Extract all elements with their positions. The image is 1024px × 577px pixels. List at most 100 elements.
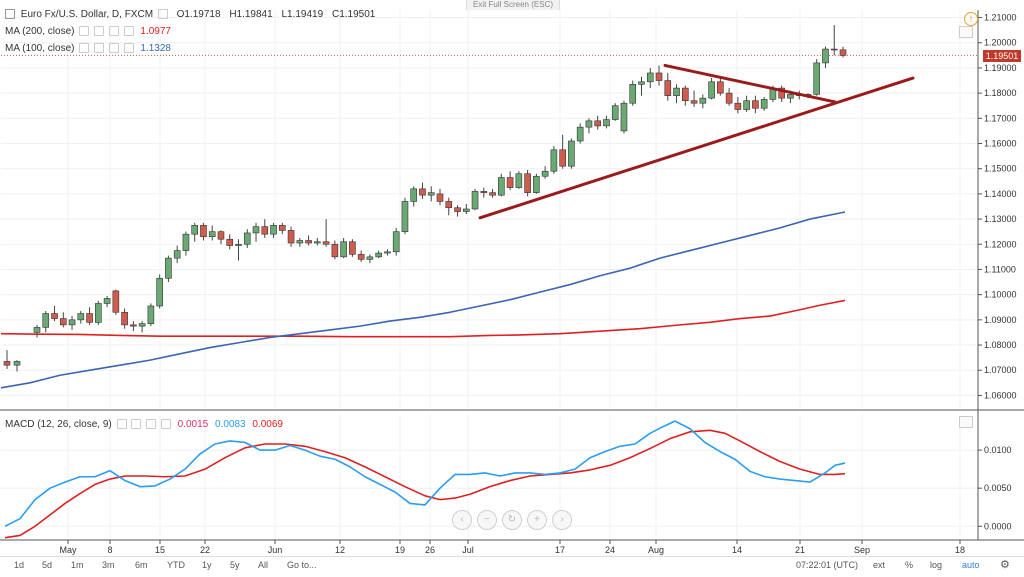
settings-icon[interactable]: [157, 9, 168, 20]
time-tick-label: 18: [955, 545, 965, 555]
alert-icon[interactable]: !: [964, 12, 978, 26]
candle-body: [384, 251, 391, 254]
candle-body: [410, 188, 418, 202]
move-icon[interactable]: [108, 26, 119, 37]
collapse-icon[interactable]: [5, 9, 15, 20]
candle-body: [480, 191, 488, 193]
go-to-button[interactable]: Go to...: [287, 560, 317, 570]
macd-label: MACD (12, 26, close, 9): [5, 419, 112, 430]
pane-maximize-icon[interactable]: [959, 26, 973, 38]
candle-body: [585, 120, 593, 128]
close-icon[interactable]: [123, 26, 134, 37]
price-tick-label: 1.06000: [984, 390, 1017, 400]
candle-body: [305, 240, 312, 244]
timeframe-all[interactable]: All: [258, 560, 269, 570]
candle-body: [822, 48, 829, 64]
time-tick-label: Jun: [268, 545, 283, 555]
candle-body: [717, 81, 724, 94]
candle-body: [734, 102, 742, 110]
ma200-legend[interactable]: MA (200, close) 1.0977: [5, 25, 171, 39]
gear-icon[interactable]: [94, 26, 105, 37]
candle-body: [191, 225, 198, 235]
macd-tick-label: 0.0100: [984, 445, 1012, 455]
timeframe-1y[interactable]: 1y: [202, 560, 212, 570]
candle-body: [287, 230, 295, 244]
candle-body: [664, 80, 672, 96]
time-tick-label: 17: [555, 545, 565, 555]
move-icon[interactable]: [146, 419, 157, 430]
gear-icon[interactable]: ⚙: [1000, 559, 1010, 571]
timeframe-5y[interactable]: 5y: [230, 560, 240, 570]
macd-pane-maximize-icon[interactable]: [959, 416, 973, 428]
candle-body: [331, 243, 339, 258]
candle-body: [778, 87, 785, 99]
ma200-value: 1.0977: [140, 26, 171, 37]
zoom-in-icon[interactable]: +: [527, 510, 547, 530]
candle-body: [95, 303, 102, 323]
move-icon[interactable]: [108, 43, 119, 54]
timeframe-5d[interactable]: 5d: [42, 560, 53, 570]
scroll-right-icon[interactable]: ›: [552, 510, 572, 530]
time-tick-label: 21: [795, 545, 805, 555]
time-tick-label: 14: [732, 545, 742, 555]
upper-triangle-line: [663, 63, 837, 104]
candle-body: [760, 99, 768, 109]
candle-body: [515, 173, 523, 188]
price-tick-label: 1.20000: [984, 38, 1017, 48]
axes: 1.21000 1.20000 1.19000 1.18000 1.17000 1.160…: [0, 10, 1024, 555]
ext-toggle[interactable]: ext: [873, 560, 886, 570]
auto-toggle[interactable]: auto: [962, 560, 980, 570]
scroll-left-icon[interactable]: ‹: [452, 510, 472, 530]
ma200-series: [0, 299, 846, 338]
trendlines: [478, 63, 915, 220]
eye-icon[interactable]: [116, 419, 127, 430]
time-tick-label: Sep: [854, 545, 870, 555]
ma100-series: [0, 211, 846, 389]
timeframe-3m[interactable]: 3m: [102, 560, 115, 570]
time-tick-label: 12: [335, 545, 345, 555]
candle-body: [787, 94, 794, 99]
candle-body: [559, 149, 566, 167]
price-grid: [0, 10, 1024, 411]
timeframe-6m[interactable]: 6m: [135, 560, 148, 570]
candle-body: [121, 311, 128, 326]
timeframe-1m[interactable]: 1m: [71, 560, 84, 570]
timeframe-1d[interactable]: 1d: [14, 560, 25, 570]
candle-body: [252, 226, 260, 234]
eye-icon[interactable]: [79, 26, 90, 37]
candle-body: [59, 318, 67, 326]
price-tick-label: 1.11000: [984, 264, 1016, 274]
log-toggle[interactable]: log: [930, 560, 943, 570]
bottom-toolbar: 1d 5d 1m 3m 6m YTD 1y 5y All Go to... 07…: [0, 556, 1024, 577]
candle-body: [200, 225, 207, 238]
zoom-out-icon[interactable]: −: [477, 510, 497, 530]
time-tick-label: 8: [107, 545, 112, 555]
price-tick-label: 1.09000: [984, 315, 1017, 325]
candle-body: [296, 240, 304, 244]
candle-body: [629, 84, 637, 104]
close-icon[interactable]: [160, 419, 171, 430]
ma100-legend[interactable]: MA (100, close) 1.1328: [5, 42, 171, 56]
candle-body: [506, 177, 514, 188]
price-tick-label: 1.08000: [984, 340, 1017, 350]
high-value: H1.19841: [229, 9, 273, 20]
close-icon[interactable]: [123, 43, 134, 54]
candle-body: [322, 241, 330, 245]
gear-icon[interactable]: [131, 419, 142, 430]
timeframe-ytd[interactable]: YTD: [167, 560, 185, 570]
candle-body: [392, 231, 400, 253]
time-tick-label: 15: [155, 545, 165, 555]
gear-icon[interactable]: [94, 43, 105, 54]
utc-clock[interactable]: 07:22:01 (UTC): [796, 560, 859, 570]
candle-body: [725, 92, 733, 104]
candle-body: [682, 87, 689, 101]
candle-body: [419, 188, 426, 196]
percent-toggle[interactable]: %: [905, 560, 914, 570]
candle-body: [349, 241, 356, 255]
price-chart[interactable]: 1.21000 1.20000 1.19000 1.18000 1.17000 1.160…: [0, 0, 1024, 556]
price-tick-label: 1.07000: [984, 365, 1017, 375]
macd-legend[interactable]: MACD (12, 26, close, 9) 0.0015 0.0083 0.…: [5, 418, 283, 432]
eye-icon[interactable]: [79, 43, 90, 54]
candle-body: [243, 232, 251, 245]
reset-icon[interactable]: ↻: [502, 510, 522, 530]
